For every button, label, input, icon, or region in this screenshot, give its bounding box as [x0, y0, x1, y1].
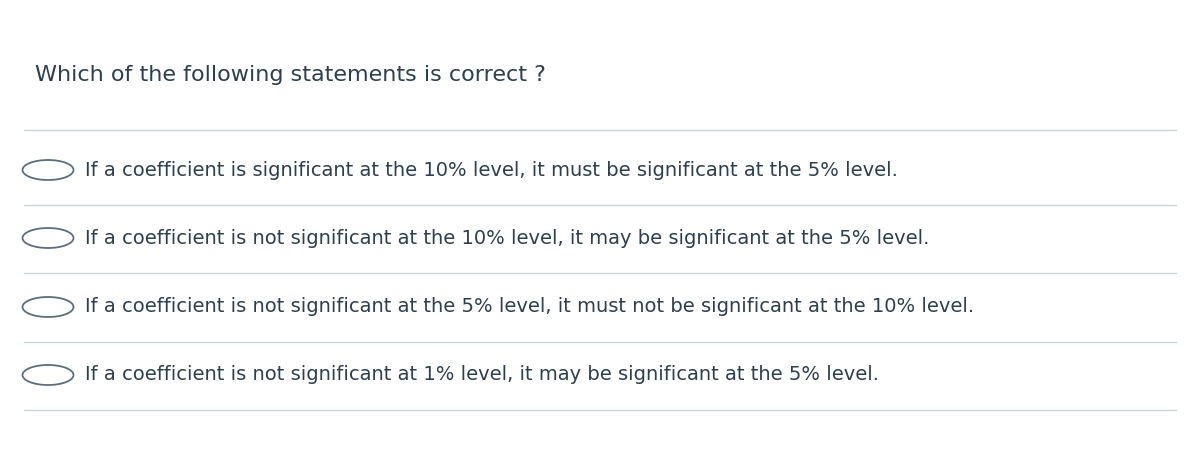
Text: If a coefficient is not significant at the 10% level, it may be significant at t: If a coefficient is not significant at t… — [85, 228, 929, 248]
Text: Which of the following statements is correct ?: Which of the following statements is cor… — [35, 65, 546, 85]
Text: If a coefficient is significant at the 10% level, it must be significant at the : If a coefficient is significant at the 1… — [85, 160, 898, 180]
Text: If a coefficient is not significant at 1% level, it may be significant at the 5%: If a coefficient is not significant at 1… — [85, 366, 878, 384]
Text: If a coefficient is not significant at the 5% level, it must not be significant : If a coefficient is not significant at t… — [85, 298, 974, 316]
